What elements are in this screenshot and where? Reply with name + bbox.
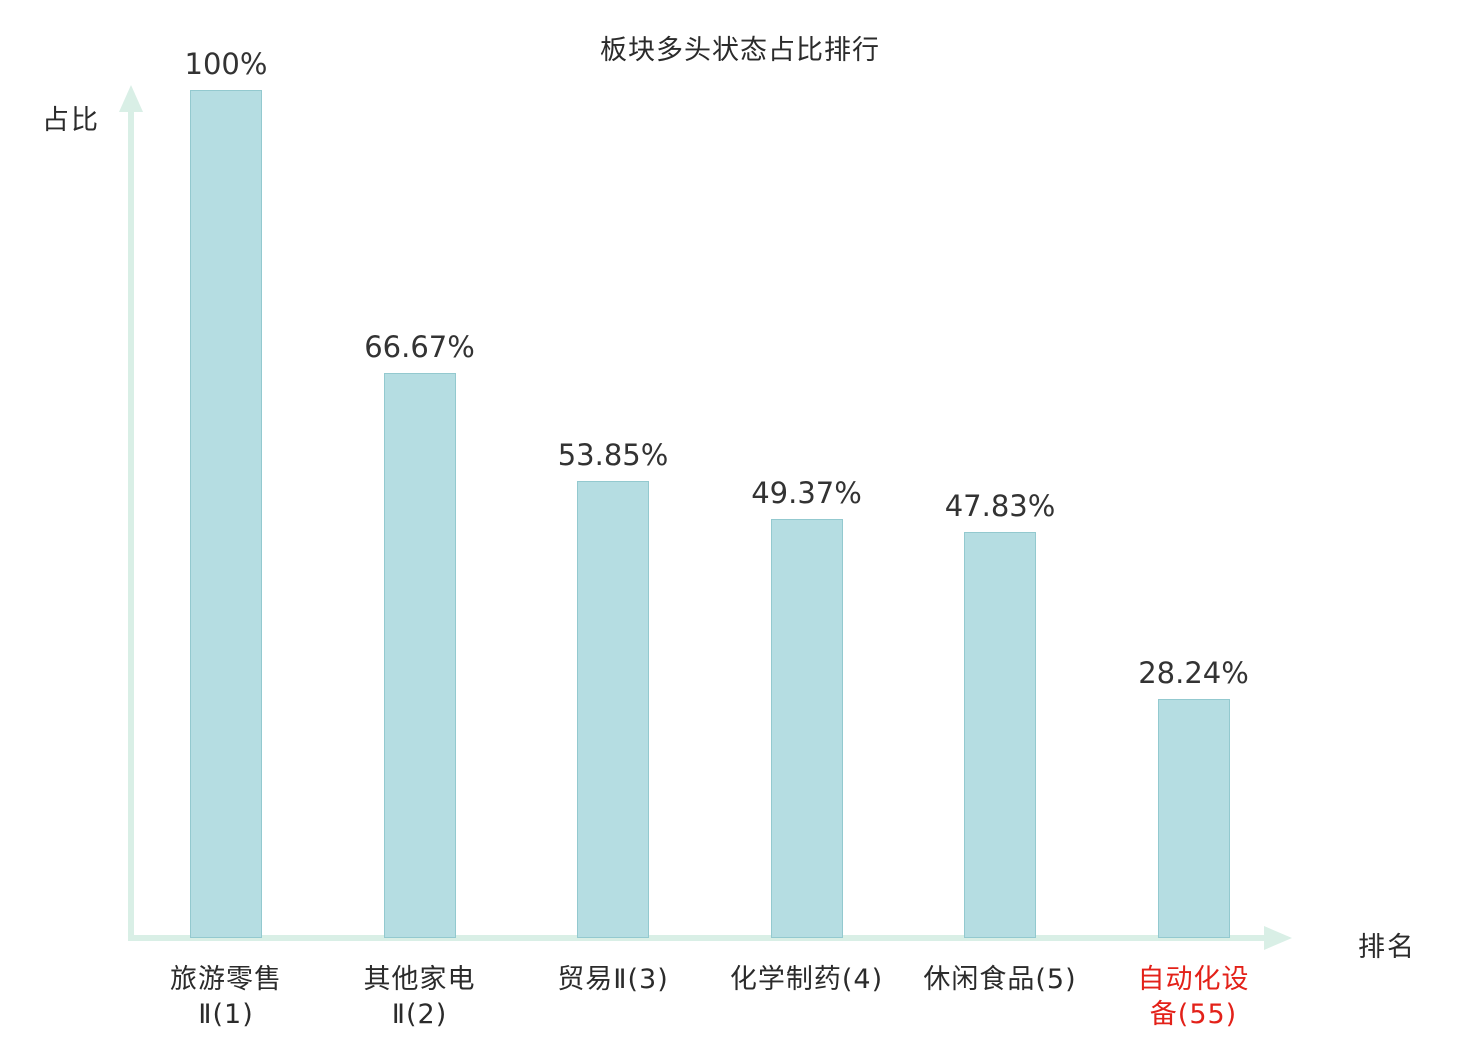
bar (577, 481, 649, 938)
bar-category-label: 休闲食品(5) (860, 962, 1140, 997)
bar-category-label: 旅游零售 Ⅱ(1) (86, 962, 366, 1032)
bar-value-label: 49.37% (751, 476, 862, 510)
bar-value-label: 28.24% (1138, 656, 1249, 690)
bar (770, 519, 843, 938)
bar-category-label: 其他家电 Ⅱ(2) (280, 962, 560, 1032)
bar (383, 373, 456, 938)
bar (1157, 699, 1230, 938)
bar-category-line: 旅游零售 (170, 964, 282, 995)
bar-value-label: 53.85% (557, 438, 669, 472)
bar (964, 532, 1036, 938)
bar-category-label: 化学制药(4) (667, 962, 947, 997)
bar-value-label: 100% (184, 47, 268, 81)
bar-category-line: 自动化设 (1137, 964, 1250, 995)
bar (190, 90, 262, 938)
bar-category-line: 化学制药(4) (729, 964, 884, 995)
bar-category-line: 贸易Ⅱ(3) (557, 964, 669, 995)
chart-title: 板块多头状态占比排行 (600, 35, 880, 66)
bar-category-line: 休闲食品(5) (923, 964, 1077, 995)
y-axis-label: 占比 (42, 105, 100, 136)
bar-category-label: 自动化设备(55) (1054, 962, 1334, 1032)
bar-category-line: Ⅱ(1) (198, 999, 254, 1031)
bar-category-line: 其他家电 (363, 964, 476, 995)
bar-category-line: Ⅱ(2) (391, 999, 448, 1031)
x-axis-label: 排名 (1358, 932, 1416, 963)
bar-value-label: 66.67% (364, 330, 475, 364)
bar-value-label: 47.83% (944, 489, 1056, 523)
bar-category-line: 备(55) (1149, 999, 1238, 1031)
bar-category-label: 贸易Ⅱ(3) (473, 962, 753, 997)
